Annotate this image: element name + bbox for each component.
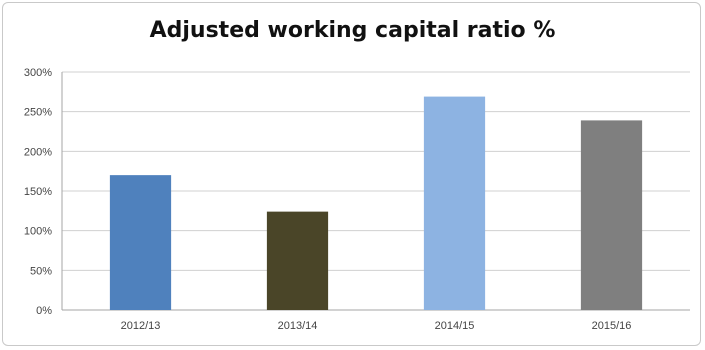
y-tick-label: 200% <box>24 146 52 158</box>
bar-2013-14 <box>266 211 329 310</box>
x-tick-label: 2012/13 <box>121 320 161 332</box>
chart-title: Adjusted working capital ratio % <box>149 18 556 43</box>
bar-2015-16 <box>580 120 643 310</box>
bar-2012-13 <box>109 175 172 310</box>
x-tick-label: 2015/16 <box>592 320 632 332</box>
x-tick-label: 2014/15 <box>435 320 475 332</box>
x-tick-label: 2013/14 <box>278 320 318 332</box>
y-axis-tick-labels: 0% 50% 100% 150% 200% 250% 300% <box>24 67 52 317</box>
y-tick-label: 250% <box>24 107 52 119</box>
y-tick-label: 150% <box>24 186 52 198</box>
bars <box>109 96 643 311</box>
y-tick-label: 50% <box>30 265 52 277</box>
x-axis-tick-labels: 2012/13 2013/14 2014/15 2015/16 <box>121 320 632 332</box>
y-tick-label: 0% <box>36 305 52 317</box>
bar-2014-15 <box>423 96 486 311</box>
y-tick-label: 300% <box>24 67 52 79</box>
y-tick-label: 100% <box>24 226 52 238</box>
